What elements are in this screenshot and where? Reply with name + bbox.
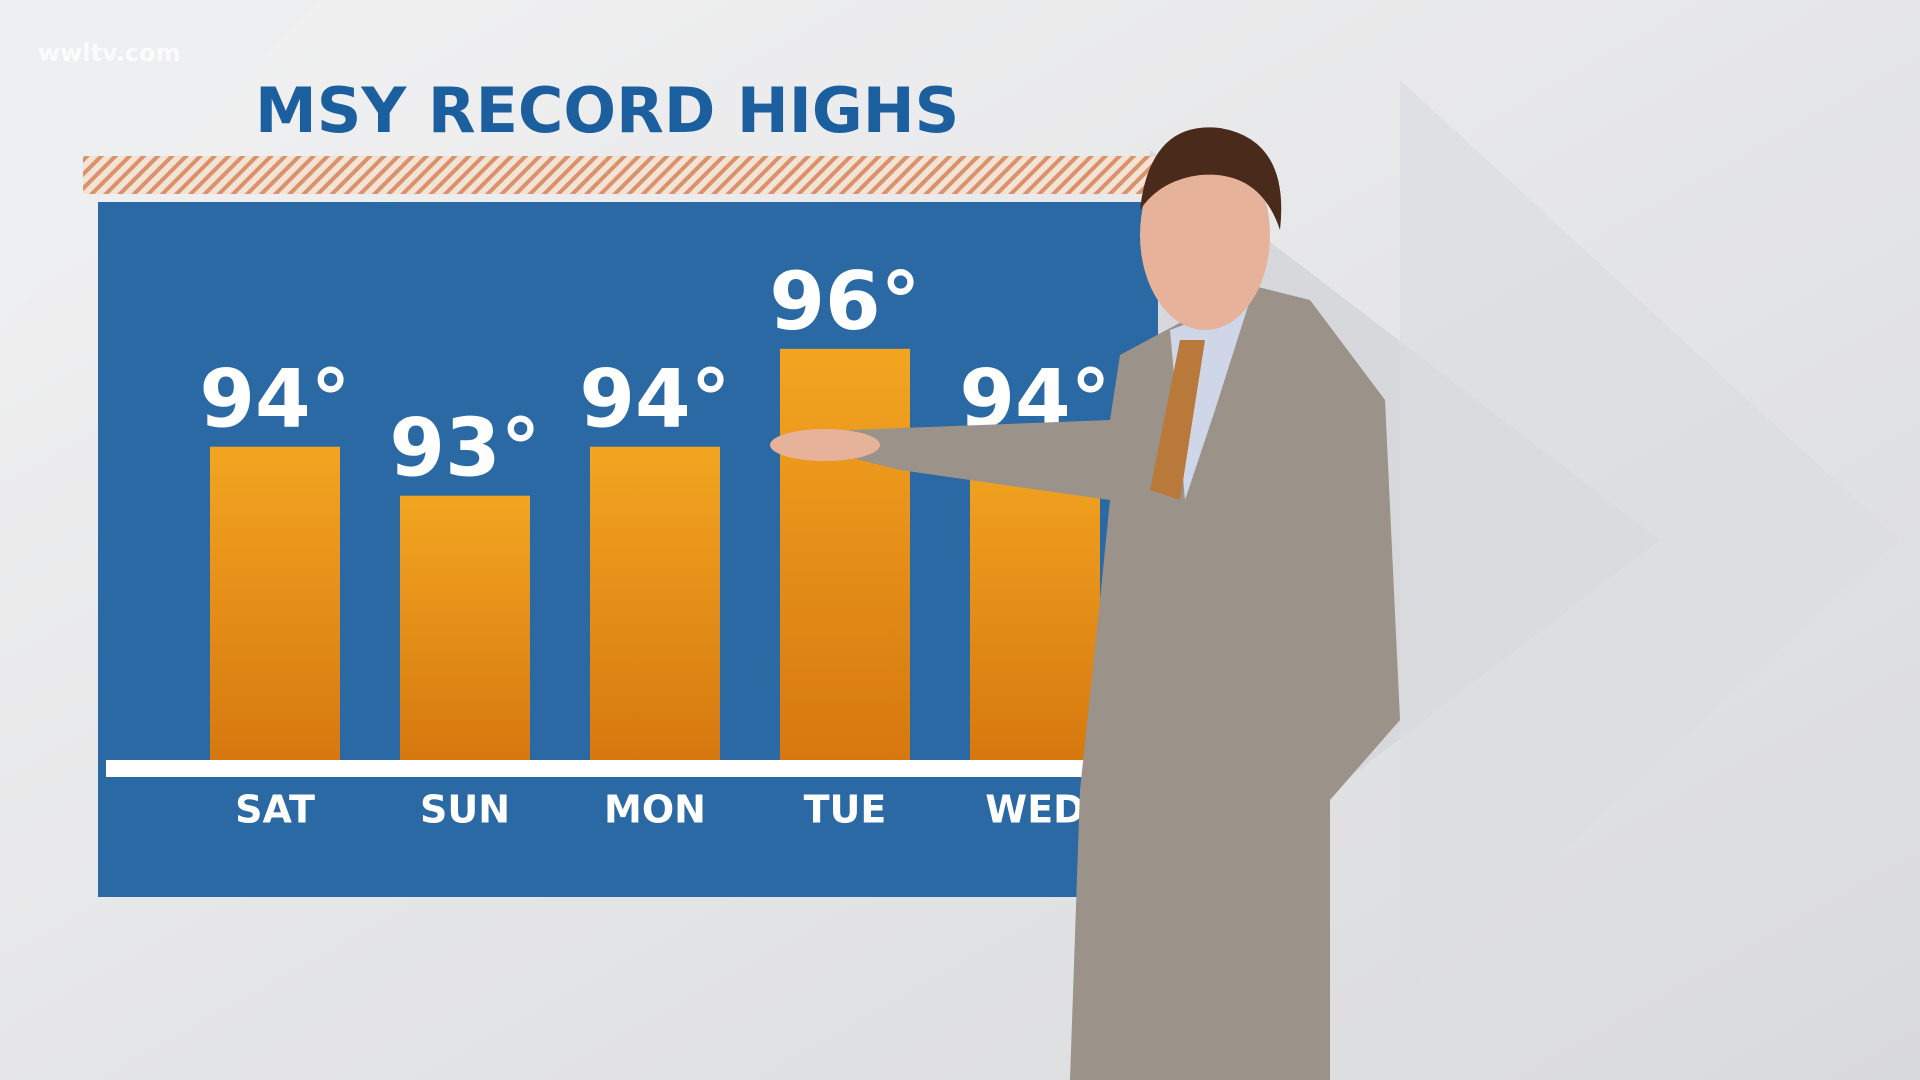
- bg-diamond: [1400, 80, 1900, 1000]
- x-tick-label: SUN: [420, 788, 510, 832]
- bar: [780, 348, 910, 760]
- watermark: wwltv.com: [38, 39, 181, 67]
- value-label: 93°: [389, 402, 540, 495]
- x-tick-label: MON: [604, 788, 706, 832]
- presenter-tie: [1150, 340, 1205, 500]
- x-tick-label: WED: [985, 788, 1084, 832]
- presenter-suit: [840, 285, 1400, 1080]
- presenter-hand: [770, 429, 880, 461]
- chart-title: MSY RECORD HIGHS: [255, 74, 959, 147]
- value-label: 94°: [579, 353, 730, 446]
- bar: [970, 446, 1100, 760]
- presenter-head: [1140, 140, 1270, 330]
- x-tick-label: TUE: [804, 788, 887, 832]
- bar: [590, 446, 720, 760]
- baseline: [106, 760, 1096, 777]
- hatch-band: [83, 156, 1163, 194]
- value-label: 94°: [199, 353, 350, 446]
- bar: [210, 446, 340, 760]
- x-tick-label: SAT: [235, 788, 315, 832]
- bar: [400, 495, 530, 760]
- presenter-hair: [1140, 127, 1282, 230]
- value-label: 96°: [769, 255, 920, 348]
- presenter: [770, 127, 1400, 1080]
